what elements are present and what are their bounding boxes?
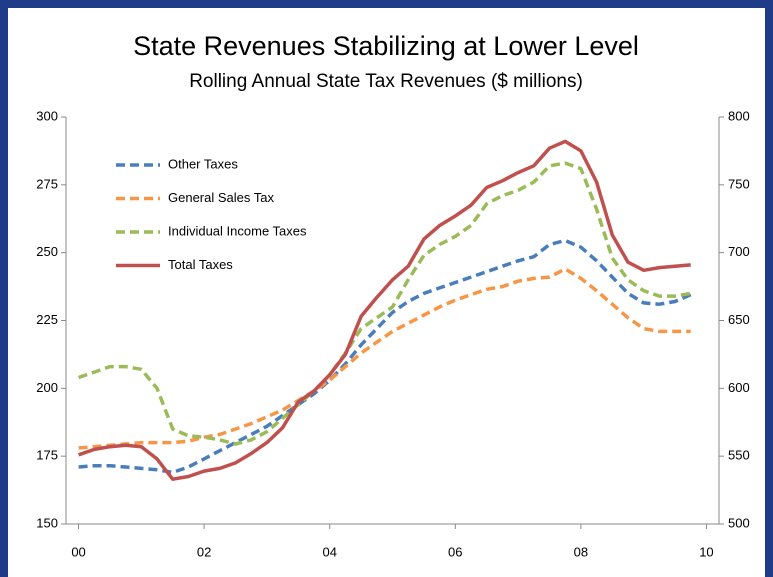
legend-label: General Sales Tax xyxy=(168,190,274,205)
y2-tick-label: 550 xyxy=(728,448,750,463)
y2-tick-label: 600 xyxy=(728,380,750,395)
y2-tick-label: 750 xyxy=(728,176,750,191)
x-tick-label: 10 xyxy=(699,544,713,559)
legend-label: Total Taxes xyxy=(168,257,233,272)
x-tick-label: 06 xyxy=(448,544,462,559)
y-tick-label: 150 xyxy=(36,515,58,530)
y-tick-label: 300 xyxy=(36,108,58,123)
series-line xyxy=(78,238,692,475)
series-line xyxy=(78,139,691,481)
chart-title: State Revenues Stabilizing at Lower Leve… xyxy=(133,31,639,61)
y2-tick-label: 800 xyxy=(728,108,750,123)
series-line xyxy=(78,161,691,446)
chart-subtitle: Rolling Annual State Tax Revenues ($ mil… xyxy=(189,71,583,92)
y-tick-label: 275 xyxy=(36,176,58,191)
y-tick-label: 250 xyxy=(36,244,58,259)
x-tick-label: 08 xyxy=(574,544,588,559)
series-line xyxy=(78,267,691,450)
legend-label: Individual Income Taxes xyxy=(168,223,307,238)
legend-label: Other Taxes xyxy=(168,156,238,171)
x-tick-label: 04 xyxy=(322,544,336,559)
y2-tick-label: 500 xyxy=(728,515,750,530)
x-tick-label: 00 xyxy=(71,544,85,559)
y2-tick-label: 700 xyxy=(728,244,750,259)
y-tick-label: 200 xyxy=(36,380,58,395)
y2-tick-label: 650 xyxy=(728,312,750,327)
x-tick-label: 02 xyxy=(197,544,211,559)
y-tick-label: 175 xyxy=(36,448,58,463)
y-tick-label: 225 xyxy=(36,312,58,327)
